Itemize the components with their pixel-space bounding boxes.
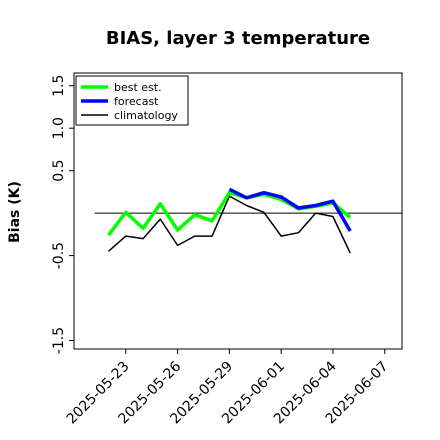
series-line-forecast bbox=[228, 187, 352, 232]
x-axis: 2025-05-232025-05-262025-05-292025-06-01… bbox=[64, 349, 392, 427]
y-tick-label: 0.5 bbox=[51, 160, 67, 182]
legend: best est. forecast climatology bbox=[75, 75, 189, 126]
legend-label-best-est: best est. bbox=[114, 81, 162, 94]
y-tick-label: -0.5 bbox=[51, 242, 67, 269]
y-axis: -1.5 -0.5 0.5 1.0 1.5 bbox=[51, 75, 74, 354]
series-line-climatology bbox=[108, 195, 351, 254]
chart-title: BIAS, layer 3 temperature bbox=[106, 28, 370, 49]
y-tick-label: 1.0 bbox=[51, 117, 67, 139]
legend-label-climatology: climatology bbox=[114, 109, 178, 122]
y-tick-label: 1.5 bbox=[51, 75, 67, 97]
series-line-best-est bbox=[107, 190, 352, 237]
y-tick-label: -1.5 bbox=[51, 327, 67, 354]
plot-frame bbox=[73, 72, 403, 350]
legend-label-forecast: forecast bbox=[114, 95, 159, 108]
y-axis-label: Bias (K) bbox=[7, 181, 23, 243]
series-layer bbox=[107, 187, 352, 254]
